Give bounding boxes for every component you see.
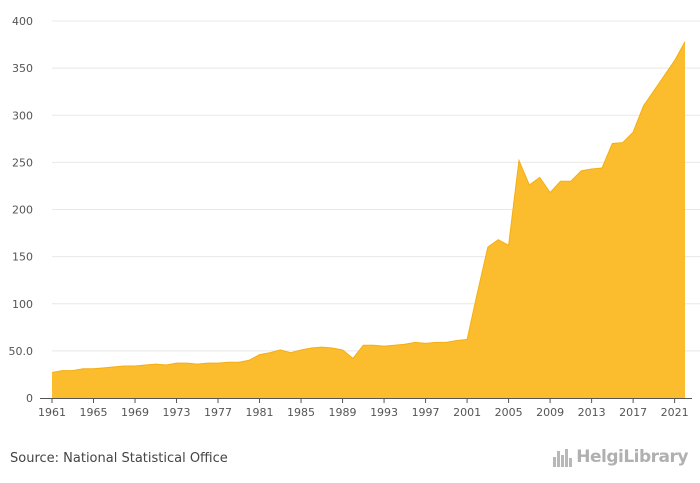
brand-name: HelgiLibrary	[576, 447, 688, 467]
y-tick-label: 200	[12, 204, 33, 217]
x-tick-label: 1973	[163, 406, 191, 419]
x-tick-label: 2009	[536, 406, 564, 419]
x-tick-label: 1989	[329, 406, 357, 419]
y-tick-label: 350	[12, 62, 33, 75]
x-tick-label: 1997	[412, 406, 440, 419]
y-tick-label: 100	[12, 298, 33, 311]
area-series	[52, 41, 685, 399]
x-tick-label: 1985	[287, 406, 315, 419]
y-tick-label: 150	[12, 251, 33, 264]
x-tick-label: 1993	[370, 406, 398, 419]
x-tick-label: 1977	[204, 406, 232, 419]
x-axis-ticks: 1961 1965 1969 1973 1977 1981 1985 1989 1993 1997…	[38, 398, 689, 419]
y-tick-label: 0	[26, 392, 33, 405]
y-tick-label: 400	[12, 15, 33, 28]
x-tick-label: 2005	[495, 406, 523, 419]
x-tick-label: 2017	[619, 406, 647, 419]
brand-logo: HelgiLibrary	[553, 447, 688, 467]
x-tick-label: 2001	[453, 406, 481, 419]
x-tick-label: 1965	[80, 406, 108, 419]
y-tick-label: 50.0	[9, 345, 34, 358]
library-icon	[553, 447, 573, 467]
x-tick-label: 2013	[578, 406, 606, 419]
y-tick-label: 300	[12, 109, 33, 122]
area-series-outline	[51, 41, 686, 374]
grid-lines	[52, 20, 700, 352]
source-note: Source: National Statistical Office	[10, 451, 228, 466]
x-tick-label: 1969	[121, 406, 149, 419]
y-tick-label: 250	[12, 156, 33, 169]
y-axis-ticks: 0 50.0 100 150 200 250 300 350 400	[9, 15, 34, 405]
x-tick-label: 1961	[38, 406, 66, 419]
area-chart: 1961 1965 1969 1973 1977 1981 1985 1989 1993 1997…	[9, 15, 700, 419]
x-tick-label: 2021	[661, 406, 689, 419]
x-tick-label: 1981	[246, 406, 274, 419]
